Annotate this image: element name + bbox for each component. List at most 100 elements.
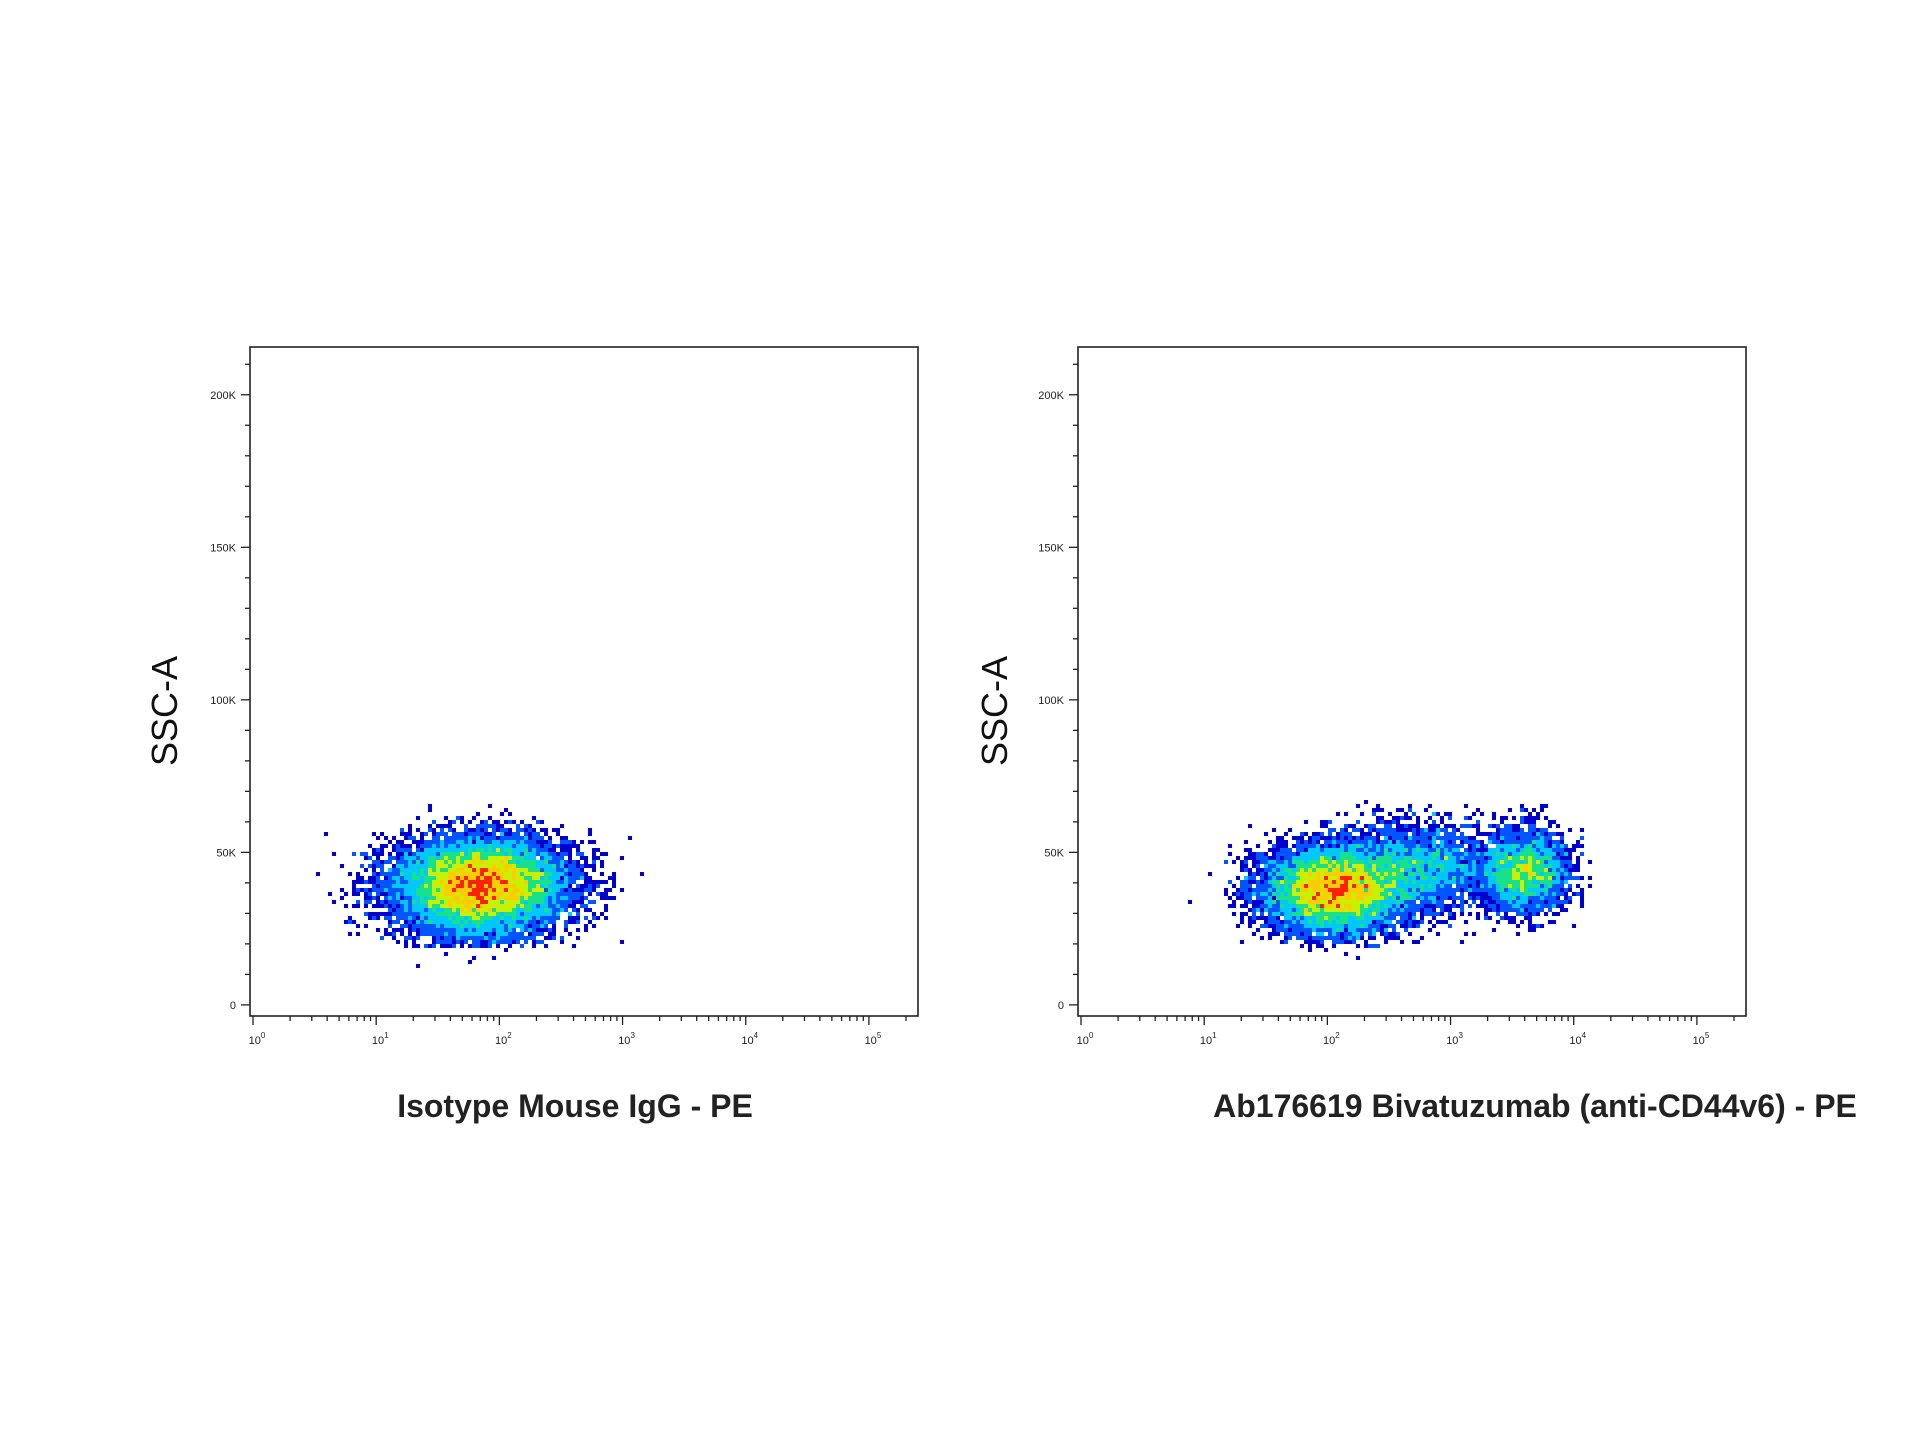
- event-cell: [372, 876, 376, 880]
- event-cell: [420, 848, 424, 852]
- event-cell: [1340, 892, 1344, 896]
- event-cell: [1524, 820, 1528, 824]
- event-cell: [1532, 888, 1536, 892]
- event-cell: [1516, 864, 1520, 868]
- event-cell: [1336, 916, 1340, 920]
- event-cell: [504, 892, 508, 896]
- event-cell: [532, 880, 536, 884]
- event-cell: [1280, 924, 1284, 928]
- event-cell: [1552, 832, 1556, 836]
- event-cell: [428, 880, 432, 884]
- event-cell: [1304, 908, 1308, 912]
- event-cell: [476, 908, 480, 912]
- event-cell: [516, 868, 520, 872]
- event-cell: [584, 928, 588, 932]
- event-cell: [504, 896, 508, 900]
- event-cell: [520, 916, 524, 920]
- event-cell: [448, 900, 452, 904]
- event-cell: [544, 904, 548, 908]
- event-cell: [592, 888, 596, 892]
- event-cell: [488, 940, 492, 944]
- event-cell: [1528, 828, 1532, 832]
- event-cell: [472, 832, 476, 836]
- event-cell: [412, 896, 416, 900]
- event-cell: [1364, 884, 1368, 888]
- event-cell: [1368, 868, 1372, 872]
- event-cell: [1268, 892, 1272, 896]
- event-cell: [532, 836, 536, 840]
- event-cell: [512, 856, 516, 860]
- event-cell: [1308, 908, 1312, 912]
- event-cell: [1428, 872, 1432, 876]
- event-cell: [408, 852, 412, 856]
- event-cell: [1520, 912, 1524, 916]
- event-cell: [1392, 912, 1396, 916]
- event-cell: [1260, 896, 1264, 900]
- event-cell: [428, 856, 432, 860]
- event-cell: [1528, 904, 1532, 908]
- event-cell: [488, 848, 492, 852]
- event-cell: [1472, 876, 1476, 880]
- event-cell: [1512, 920, 1516, 924]
- event-cell: [488, 816, 492, 820]
- event-cell: [460, 928, 464, 932]
- event-cell: [384, 836, 388, 840]
- event-cell: [444, 864, 448, 868]
- event-cell: [1372, 848, 1376, 852]
- event-cell: [1372, 808, 1376, 812]
- event-cell: [1364, 896, 1368, 900]
- event-cell: [460, 844, 464, 848]
- event-cell: [1324, 884, 1328, 888]
- event-cell: [452, 908, 456, 912]
- event-cell: [524, 840, 528, 844]
- left-y-axis-label: SSC-A: [144, 655, 185, 767]
- event-cell: [316, 872, 320, 876]
- event-cell: [1288, 916, 1292, 920]
- event-cell: [1492, 812, 1496, 816]
- event-cell: [1296, 904, 1300, 908]
- event-cell: [568, 860, 572, 864]
- event-cell: [1248, 824, 1252, 828]
- event-cell: [1384, 896, 1388, 900]
- event-cell: [452, 852, 456, 856]
- event-cell: [1348, 908, 1352, 912]
- event-cell: [1328, 932, 1332, 936]
- event-cell: [380, 880, 384, 884]
- event-cell: [544, 908, 548, 912]
- event-cell: [1528, 892, 1532, 896]
- event-cell: [1428, 804, 1432, 808]
- event-cell: [484, 908, 488, 912]
- event-cell: [1540, 844, 1544, 848]
- event-cell: [452, 928, 456, 932]
- event-cell: [608, 888, 612, 892]
- event-cell: [1464, 876, 1468, 880]
- event-cell: [1256, 852, 1260, 856]
- event-cell: [1560, 868, 1564, 872]
- event-cell: [1348, 840, 1352, 844]
- event-cell: [412, 936, 416, 940]
- event-cell: [540, 820, 544, 824]
- event-cell: [1292, 844, 1296, 848]
- event-cell: [484, 872, 488, 876]
- event-cell: [1524, 864, 1528, 868]
- event-cell: [1380, 820, 1384, 824]
- event-cell: [536, 876, 540, 880]
- event-cell: [1488, 892, 1492, 896]
- event-cell: [528, 912, 532, 916]
- event-cell: [1376, 884, 1380, 888]
- event-cell: [1392, 816, 1396, 820]
- event-cell: [1540, 860, 1544, 864]
- event-cell: [1272, 896, 1276, 900]
- event-cell: [500, 844, 504, 848]
- event-cell: [1424, 900, 1428, 904]
- event-cell: [580, 876, 584, 880]
- event-cell: [404, 848, 408, 852]
- event-cell: [1564, 868, 1568, 872]
- event-cell: [1388, 836, 1392, 840]
- event-cell: [1492, 888, 1496, 892]
- event-cell: [436, 840, 440, 844]
- event-cell: [496, 852, 500, 856]
- event-cell: [1308, 864, 1312, 868]
- event-cell: [1556, 832, 1560, 836]
- event-cell: [1356, 888, 1360, 892]
